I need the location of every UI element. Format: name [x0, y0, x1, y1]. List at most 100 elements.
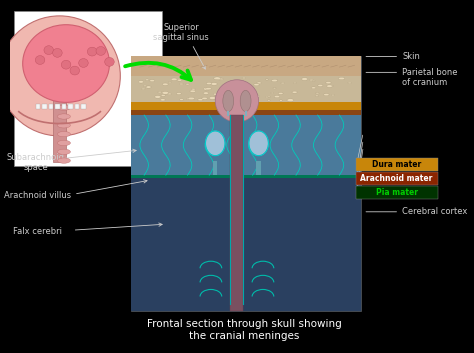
Ellipse shape	[331, 95, 335, 96]
Bar	[55, 104, 60, 109]
Ellipse shape	[257, 82, 262, 84]
Ellipse shape	[191, 88, 195, 90]
Ellipse shape	[158, 91, 162, 93]
Ellipse shape	[220, 78, 224, 80]
Bar	[213, 161, 218, 175]
Text: Arachnoid villus: Arachnoid villus	[4, 191, 72, 201]
Ellipse shape	[248, 86, 251, 88]
Ellipse shape	[278, 92, 283, 95]
Ellipse shape	[203, 88, 210, 90]
Ellipse shape	[219, 93, 226, 96]
Ellipse shape	[70, 66, 80, 75]
Ellipse shape	[57, 149, 71, 155]
Ellipse shape	[61, 60, 71, 69]
Ellipse shape	[271, 92, 274, 94]
FancyBboxPatch shape	[14, 11, 162, 166]
Ellipse shape	[96, 47, 106, 55]
Text: Skin: Skin	[402, 52, 420, 61]
Ellipse shape	[244, 86, 249, 88]
Ellipse shape	[57, 140, 71, 145]
Ellipse shape	[213, 93, 218, 95]
Ellipse shape	[242, 77, 246, 79]
Ellipse shape	[292, 91, 297, 93]
Bar	[131, 110, 361, 115]
Ellipse shape	[311, 87, 316, 89]
Bar	[131, 178, 361, 311]
Ellipse shape	[301, 78, 308, 80]
Ellipse shape	[265, 79, 268, 80]
Ellipse shape	[202, 97, 208, 100]
Text: Dura mater: Dura mater	[372, 160, 421, 169]
Ellipse shape	[348, 82, 351, 84]
Ellipse shape	[274, 95, 280, 98]
Ellipse shape	[146, 79, 149, 80]
Ellipse shape	[213, 97, 219, 99]
Bar	[131, 102, 361, 110]
Bar	[75, 104, 79, 109]
Bar	[131, 175, 361, 178]
Ellipse shape	[190, 90, 196, 92]
Ellipse shape	[198, 99, 203, 101]
Text: Arachnoid mater: Arachnoid mater	[361, 174, 433, 183]
Bar	[42, 104, 46, 109]
Ellipse shape	[186, 84, 189, 85]
Ellipse shape	[150, 80, 155, 82]
Ellipse shape	[279, 100, 283, 101]
Ellipse shape	[215, 80, 259, 122]
Ellipse shape	[235, 82, 238, 83]
Ellipse shape	[23, 25, 109, 102]
Ellipse shape	[229, 93, 234, 95]
Ellipse shape	[245, 98, 248, 100]
Ellipse shape	[57, 114, 71, 119]
Ellipse shape	[161, 95, 165, 96]
Ellipse shape	[293, 82, 296, 84]
FancyBboxPatch shape	[356, 172, 438, 185]
Text: Frontal section through skull showing
the cranial meninges: Frontal section through skull showing th…	[146, 319, 341, 341]
Ellipse shape	[281, 82, 284, 84]
Ellipse shape	[44, 46, 54, 55]
Ellipse shape	[138, 81, 144, 83]
Ellipse shape	[287, 99, 294, 102]
Ellipse shape	[167, 93, 172, 95]
Ellipse shape	[223, 90, 234, 112]
Text: Superior
sagittal sinus: Superior sagittal sinus	[153, 23, 209, 42]
Ellipse shape	[214, 77, 220, 80]
Ellipse shape	[327, 85, 332, 87]
Text: Cerebral cortex: Cerebral cortex	[402, 207, 468, 216]
Bar	[131, 115, 361, 175]
Ellipse shape	[35, 55, 45, 64]
Text: Parietal bone
of cranium: Parietal bone of cranium	[402, 68, 458, 87]
Ellipse shape	[316, 92, 319, 94]
Bar	[131, 76, 361, 102]
Ellipse shape	[57, 105, 71, 110]
Ellipse shape	[205, 131, 225, 156]
Ellipse shape	[249, 131, 268, 156]
Ellipse shape	[203, 92, 209, 94]
Bar	[53, 99, 66, 162]
Ellipse shape	[0, 16, 120, 136]
Ellipse shape	[162, 83, 168, 85]
Ellipse shape	[326, 82, 331, 84]
Ellipse shape	[318, 84, 323, 86]
Ellipse shape	[265, 96, 269, 98]
Ellipse shape	[155, 96, 161, 98]
Ellipse shape	[267, 100, 270, 101]
Ellipse shape	[180, 99, 183, 100]
FancyBboxPatch shape	[356, 158, 438, 171]
Ellipse shape	[176, 92, 181, 95]
Ellipse shape	[310, 79, 313, 81]
Ellipse shape	[162, 91, 169, 94]
FancyBboxPatch shape	[131, 56, 361, 311]
Ellipse shape	[324, 94, 329, 96]
Ellipse shape	[250, 90, 252, 91]
Ellipse shape	[246, 90, 250, 92]
Ellipse shape	[105, 58, 114, 66]
Ellipse shape	[267, 96, 271, 97]
Ellipse shape	[217, 78, 222, 80]
Ellipse shape	[79, 59, 88, 67]
Ellipse shape	[168, 82, 171, 83]
Ellipse shape	[231, 97, 236, 99]
Ellipse shape	[240, 90, 251, 112]
Ellipse shape	[177, 79, 182, 81]
Ellipse shape	[338, 77, 345, 80]
